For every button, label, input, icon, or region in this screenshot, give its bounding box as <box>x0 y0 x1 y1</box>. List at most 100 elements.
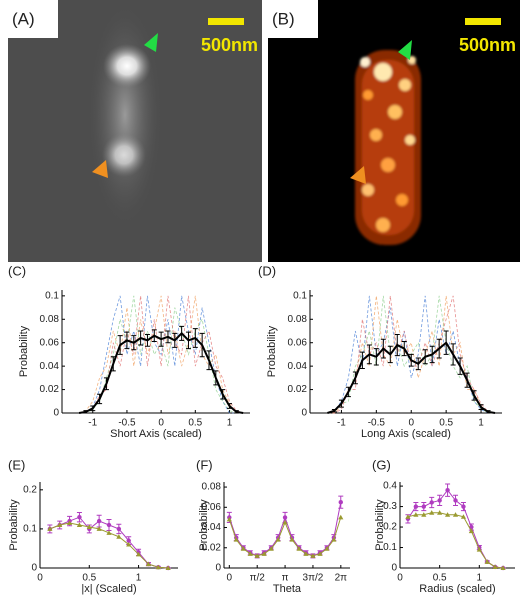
marker <box>421 504 426 509</box>
marker <box>261 551 267 556</box>
x-tick-label: 1 <box>477 573 483 584</box>
scale-bar-label: 500nm <box>201 35 258 55</box>
marker <box>492 564 498 569</box>
error-bar <box>345 386 351 398</box>
marker <box>96 526 102 531</box>
error-bar <box>144 334 150 347</box>
marker <box>413 512 419 517</box>
marker <box>247 551 253 556</box>
y-tick-label: 0.08 <box>40 314 60 325</box>
error-bar <box>457 357 463 375</box>
error-bar <box>415 357 421 371</box>
marker <box>476 546 482 552</box>
marker <box>165 565 171 570</box>
y-tick-label: 0.2 <box>23 484 37 495</box>
error-bar <box>131 335 137 351</box>
panel-label: (C) <box>8 263 26 278</box>
x-tick-label: 1 <box>478 418 484 429</box>
marker <box>484 559 490 564</box>
error-bar <box>117 335 123 355</box>
error-bar <box>226 403 232 409</box>
error-bar <box>436 338 442 359</box>
error-bar <box>352 371 358 385</box>
scale-bar-label: 500nm <box>459 35 516 55</box>
trace-line <box>78 295 244 414</box>
series-line <box>228 502 342 557</box>
y-tick-label: 0.2 <box>383 522 397 533</box>
error-bar <box>394 334 400 357</box>
marker <box>461 504 466 509</box>
x-tick-label: π <box>282 573 289 584</box>
marker <box>500 565 506 570</box>
y-tick-label: 0.04 <box>288 361 308 372</box>
error-bar <box>485 410 491 414</box>
x-tick-label: 0 <box>227 573 233 584</box>
marker <box>460 514 467 519</box>
marker <box>96 518 102 524</box>
error-bar <box>422 349 428 365</box>
x-axis-label: Short Axis (scaled) <box>110 428 202 440</box>
marker <box>145 561 152 567</box>
x-tick-label: 1 <box>227 418 233 429</box>
x-tick-label: 0 <box>158 418 164 429</box>
marker <box>106 530 112 535</box>
marker <box>155 564 161 570</box>
y-tick-label: 0.06 <box>288 337 308 348</box>
panel-label: (F) <box>196 457 213 472</box>
marker <box>77 514 82 520</box>
marker <box>310 553 316 558</box>
error-bar <box>471 390 477 401</box>
x-tick-label: 0 <box>37 573 43 584</box>
marker <box>86 524 92 529</box>
error-bar <box>97 393 103 405</box>
x-tick-label: 0 <box>397 573 403 584</box>
x-axis-label: |x| (Scaled) <box>81 583 136 595</box>
error-bar <box>138 330 144 346</box>
marker <box>303 551 309 556</box>
error-bar <box>158 331 164 347</box>
y-tick-label: 0.1 <box>293 290 307 301</box>
y-tick-label: 0.04 <box>202 522 222 533</box>
error-bar <box>408 353 414 367</box>
error-bar <box>124 331 130 350</box>
marker <box>226 516 232 522</box>
y-tick-label: 0.08 <box>288 314 308 325</box>
x-tick-label: 0.5 <box>82 573 96 584</box>
y-tick-label: 0.1 <box>383 542 397 553</box>
error-bar <box>359 351 365 369</box>
marker <box>47 526 53 531</box>
error-bar <box>478 404 484 410</box>
marker <box>66 520 73 526</box>
y-tick-label: 0.1 <box>23 524 37 535</box>
y-tick-label: 0.08 <box>202 482 222 493</box>
error-bar <box>443 330 449 355</box>
marker <box>233 537 239 542</box>
error-bar <box>165 330 171 344</box>
marker <box>453 498 458 503</box>
marker <box>429 510 435 515</box>
y-tick-label: 0.02 <box>288 384 308 395</box>
marker <box>135 551 142 557</box>
marker <box>331 537 337 542</box>
marker <box>240 546 246 551</box>
y-tick-label: 0 <box>215 563 221 574</box>
x-tick-label: 0 <box>408 418 414 429</box>
x-axis-label: Radius (scaled) <box>419 583 495 595</box>
y-axis-label: Probability <box>266 325 278 377</box>
marker <box>126 538 131 543</box>
error-bar <box>192 328 198 348</box>
error-bar <box>464 372 470 388</box>
y-tick-label: 0.02 <box>202 542 222 553</box>
marker <box>468 528 474 534</box>
y-axis-label: Probability <box>8 499 20 551</box>
y-axis-label: Probability <box>374 499 386 551</box>
image-b: (B) 500nm <box>268 0 520 262</box>
marker <box>338 514 344 520</box>
x-tick-label: -0.5 <box>368 418 386 429</box>
y-axis-label: Probability <box>198 499 210 551</box>
error-bar <box>151 329 157 343</box>
error-bar <box>103 377 109 391</box>
x-tick-label: -1 <box>88 418 97 429</box>
y-tick-label: 0.06 <box>202 502 222 513</box>
marker <box>106 522 112 528</box>
